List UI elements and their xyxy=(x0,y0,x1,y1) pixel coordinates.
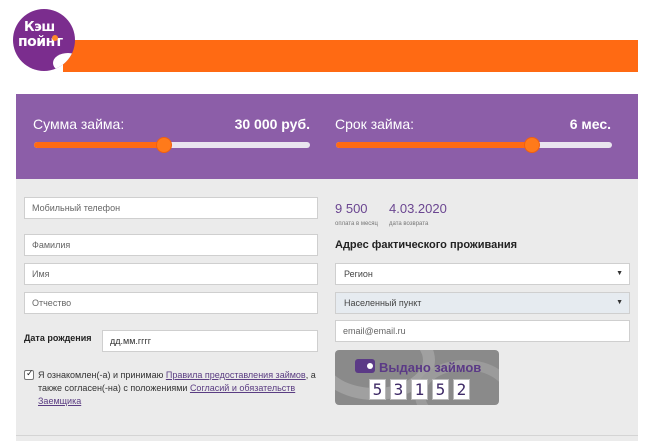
loan-slider-panel: Сумма займа: 30 000 руб. Срок займа: 6 м… xyxy=(16,94,638,179)
counter-digit: 2 xyxy=(453,379,470,400)
logo-text-bottom: пойнт xyxy=(18,34,63,50)
term-value: 6 мес. xyxy=(569,116,611,132)
patronymic-input[interactable]: Отчество xyxy=(24,292,318,314)
agree-text-part1: Я ознакомлен(-а) и принимаю xyxy=(38,370,166,380)
firstname-input[interactable]: Имя xyxy=(24,263,318,285)
amount-slider[interactable] xyxy=(34,137,310,153)
counter-digit: 5 xyxy=(432,379,449,400)
locality-select[interactable]: Населенный пункт ▼ xyxy=(335,292,630,314)
address-title: Адрес фактического проживания xyxy=(335,239,518,251)
footer-divider xyxy=(16,435,638,436)
consents-link[interactable]: Согласий и обязательств Заемщика xyxy=(38,383,296,406)
logo-swoosh-icon xyxy=(53,53,75,71)
locality-select-value: Населенный пункт xyxy=(344,298,422,308)
rules-link[interactable]: Правила предоставления займов xyxy=(165,370,306,380)
dob-label: Дата рождения xyxy=(24,333,92,343)
amount-value: 30 000 руб. xyxy=(234,116,310,132)
counter-digit: 1 xyxy=(411,379,428,400)
agree-checkbox[interactable]: ✓ xyxy=(24,368,34,380)
monthly-payment-caption: оплата в месяц xyxy=(335,221,378,227)
logo-text-top: Кэш xyxy=(24,20,55,35)
logo-dot-icon xyxy=(52,35,58,41)
term-slider-fill xyxy=(336,142,532,148)
chevron-down-icon: ▼ xyxy=(616,270,623,277)
email-input[interactable]: email@email.ru xyxy=(335,320,630,342)
wallet-icon xyxy=(355,359,375,373)
counter-digit: 5 xyxy=(369,379,386,400)
term-label: Срок займа: xyxy=(335,116,415,132)
amount-slider-handle[interactable] xyxy=(155,137,172,153)
chevron-down-icon: ▼ xyxy=(616,299,623,306)
agree-text: Я ознакомлен(-а) и принимаю Правила пред… xyxy=(38,369,318,408)
region-select[interactable]: Регион ▼ xyxy=(335,263,630,285)
lastname-input[interactable]: Фамилия xyxy=(24,234,318,256)
term-slider[interactable] xyxy=(336,137,612,153)
header-bar xyxy=(63,40,638,72)
counter-title: Выдано займов xyxy=(379,360,482,375)
amount-slider-fill xyxy=(34,142,164,148)
amount-label: Сумма займа: xyxy=(33,116,125,132)
logo[interactable]: Кэш пойнт xyxy=(13,9,75,71)
term-slider-handle[interactable] xyxy=(523,137,540,153)
agree-text-part2: , а также согласен(-на) с положениями xyxy=(38,370,316,393)
monthly-payment: 9 500 xyxy=(335,201,368,216)
dob-input[interactable]: дд.мм.гггг xyxy=(102,330,318,352)
return-date-caption: дата возврата xyxy=(389,221,429,227)
loans-counter: Выдано займов 5 3 1 5 2 xyxy=(335,350,499,405)
region-select-value: Регион xyxy=(344,269,373,279)
phone-input[interactable]: Мобильный телефон xyxy=(24,197,318,219)
return-date: 4.03.2020 xyxy=(389,201,447,216)
counter-digit: 3 xyxy=(390,379,407,400)
checkmark-icon: ✓ xyxy=(26,368,34,378)
